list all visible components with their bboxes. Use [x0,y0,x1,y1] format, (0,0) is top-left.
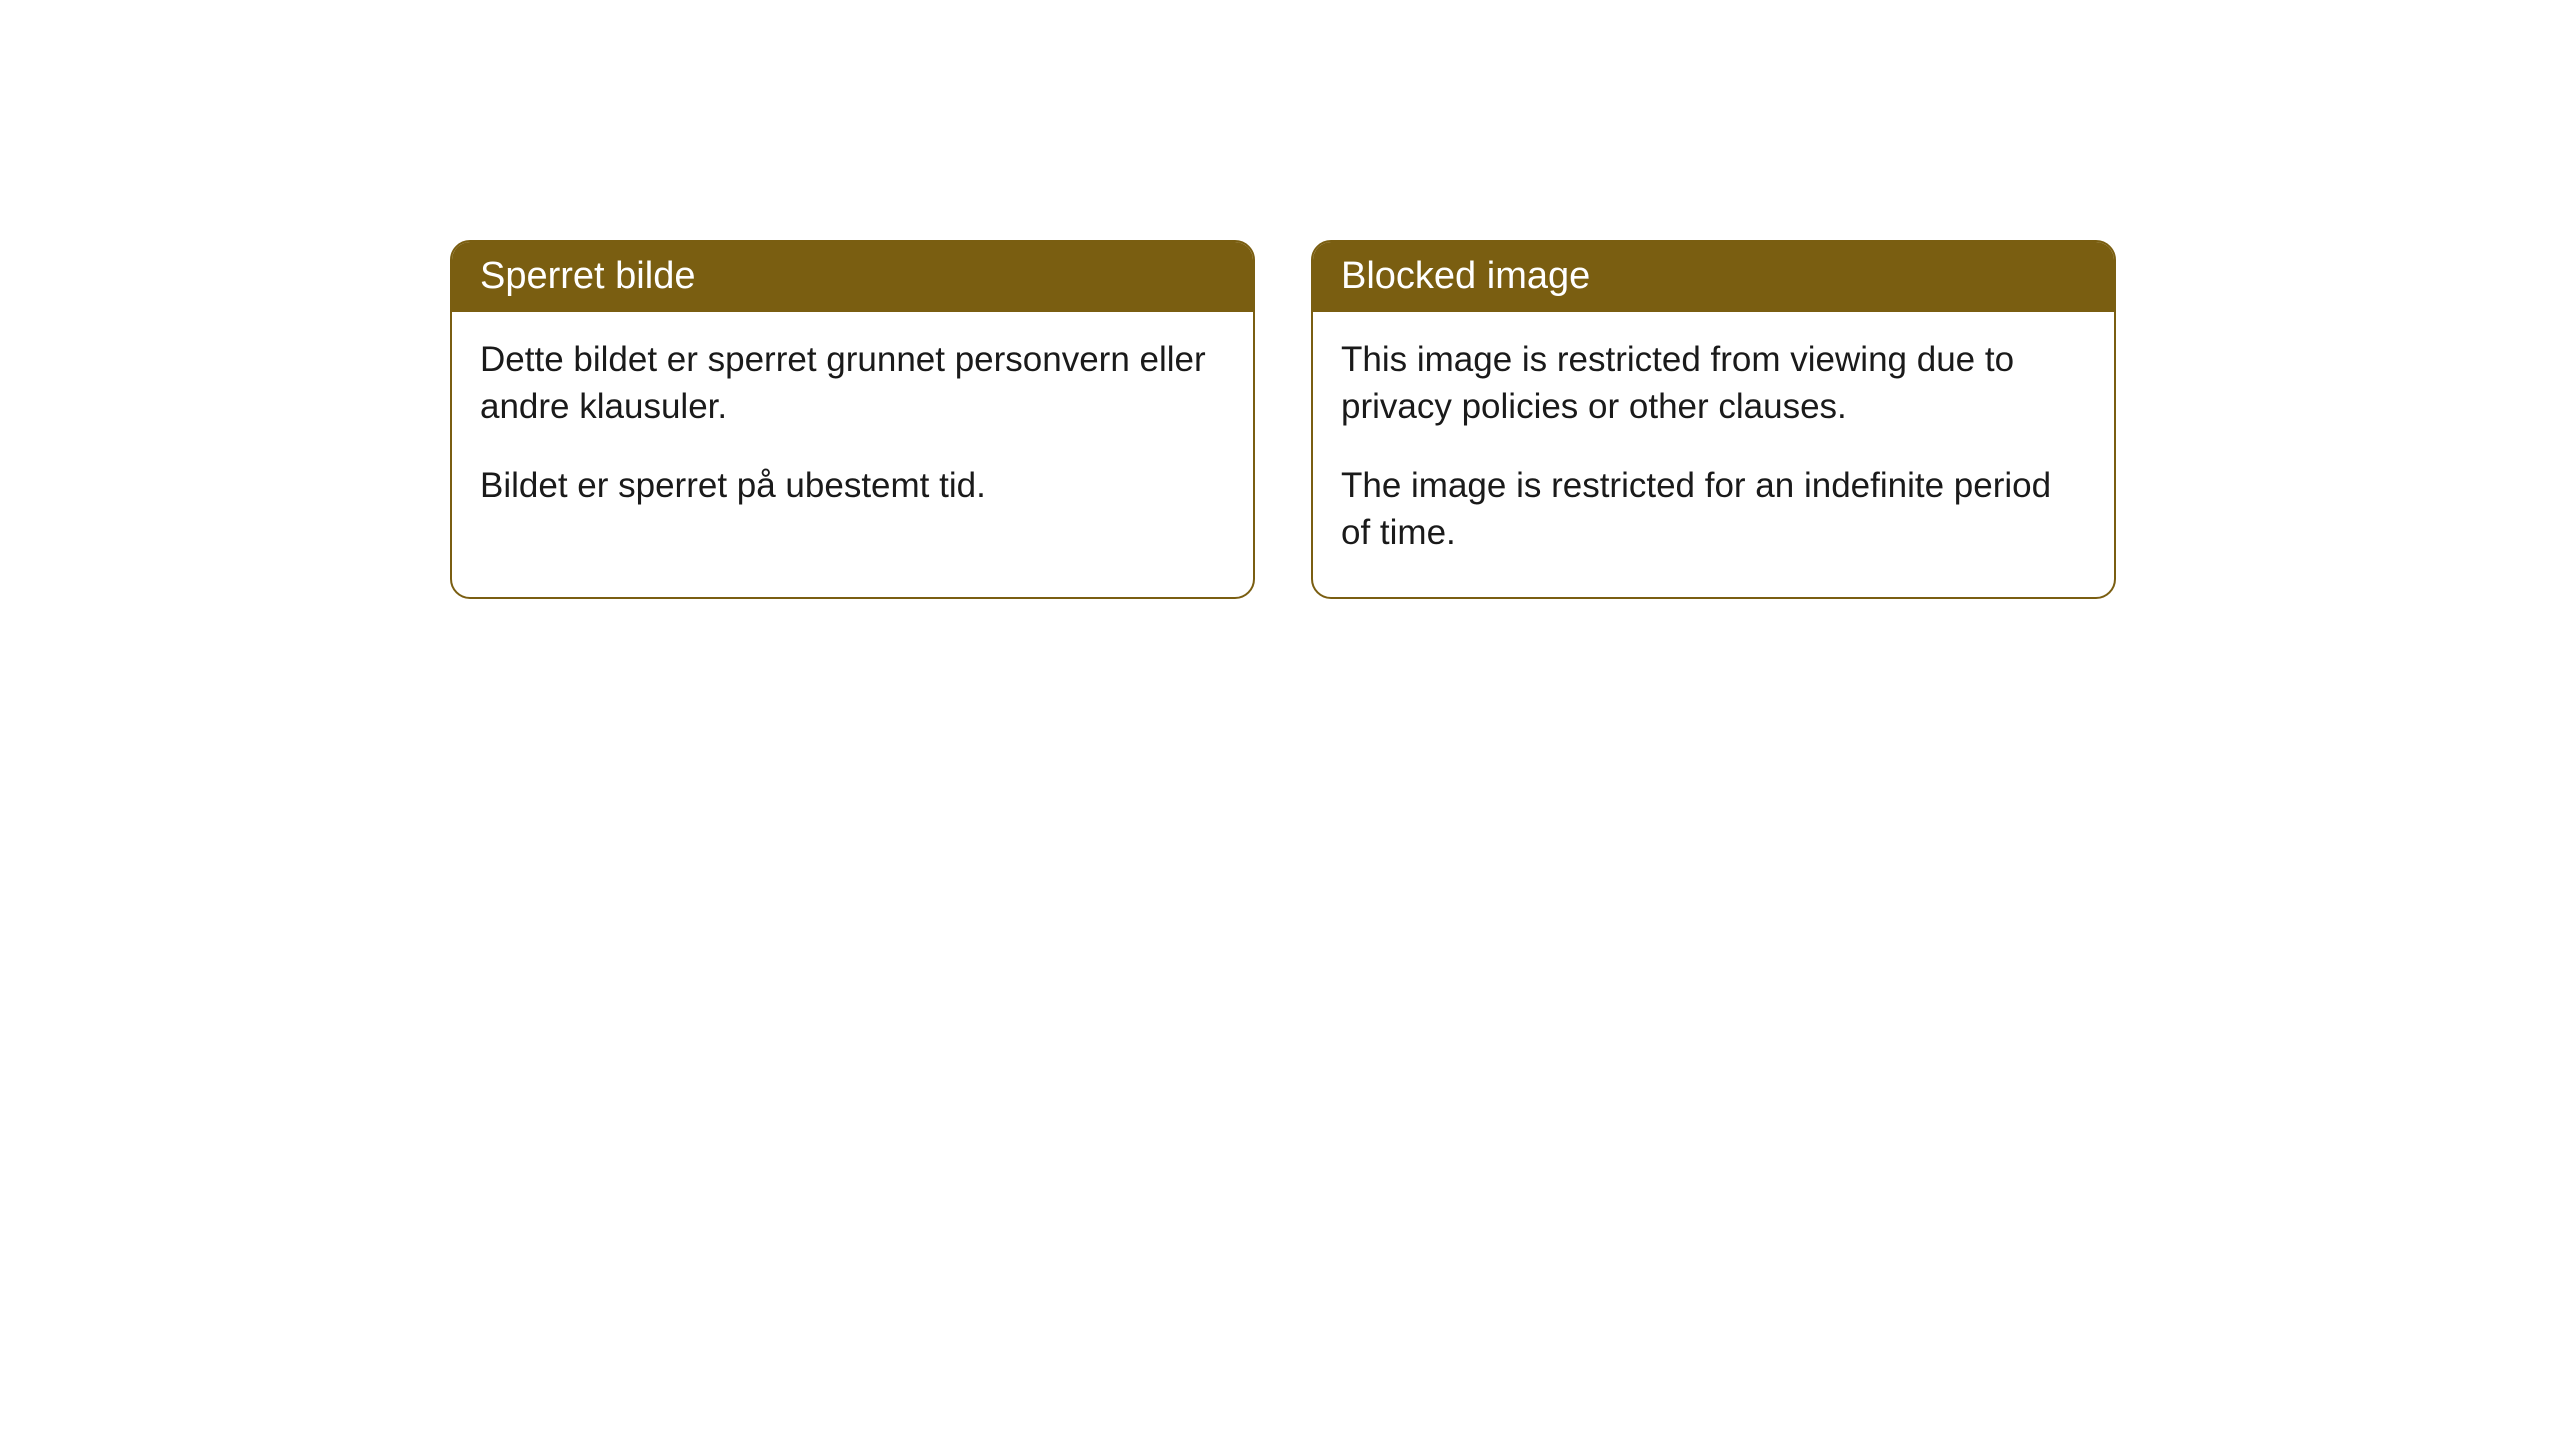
card-header-english: Blocked image [1313,242,2114,312]
card-title: Sperret bilde [480,255,695,297]
notice-paragraph-2: Bildet er sperret på ubestemt tid. [480,462,1225,509]
notice-paragraph-1: Dette bildet er sperret grunnet personve… [480,336,1225,431]
card-title: Blocked image [1341,255,1590,297]
notice-paragraph-2: The image is restricted for an indefinit… [1341,462,2086,557]
blocked-image-card-english: Blocked image This image is restricted f… [1311,240,2116,599]
blocked-image-card-norwegian: Sperret bilde Dette bildet er sperret gr… [450,240,1255,599]
notice-cards-container: Sperret bilde Dette bildet er sperret gr… [450,240,2560,599]
card-body-norwegian: Dette bildet er sperret grunnet personve… [452,312,1253,550]
card-body-english: This image is restricted from viewing du… [1313,312,2114,597]
card-header-norwegian: Sperret bilde [452,242,1253,312]
notice-paragraph-1: This image is restricted from viewing du… [1341,336,2086,431]
